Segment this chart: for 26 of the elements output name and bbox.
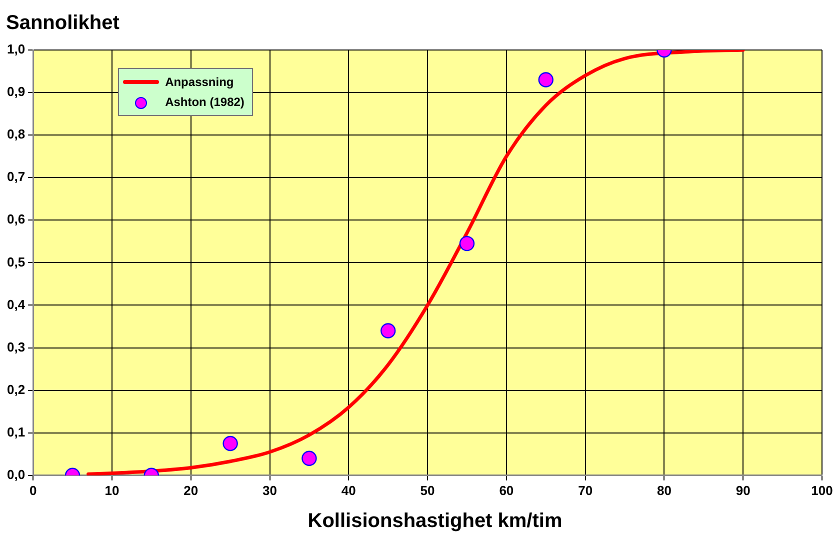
x-tick-label: 0 [29, 482, 37, 498]
y-tick-label: 0,2 [6, 382, 26, 397]
y-tick-label: 0,8 [6, 126, 26, 142]
y-tick-label: 0,5 [6, 254, 26, 270]
x-tick-label: 20 [184, 482, 198, 498]
x-tick-label: 100 [811, 482, 833, 498]
x-tick-label: 90 [736, 482, 750, 498]
x-tick-label: 10 [104, 482, 120, 498]
x-tick-label: 80 [656, 482, 672, 498]
x-tick-label: 40 [341, 482, 356, 498]
y-tick-label: 0,4 [6, 296, 26, 312]
y-axis-title: Sannolikhet [6, 12, 120, 35]
legend-label: Ashton (1982) [165, 95, 244, 109]
y-tick-label: 0,7 [6, 169, 26, 184]
y-tick-label: 0,0 [6, 466, 26, 482]
x-tick-label: 50 [420, 482, 435, 498]
y-tick-label: 0,3 [6, 339, 26, 354]
y-tick-label: 0,1 [6, 424, 26, 440]
y-tick-label: 0,6 [6, 212, 26, 227]
x-tick-label: 30 [262, 482, 277, 498]
x-tick-label: 70 [578, 482, 593, 498]
x-tick-label: 60 [499, 482, 514, 498]
y-tick-label: 1,0 [6, 42, 26, 57]
legend-label: Anpassning [165, 75, 234, 89]
x-axis-title: Kollisionshastighet km/tim [308, 510, 562, 533]
y-tick-label: 0,9 [6, 84, 26, 100]
